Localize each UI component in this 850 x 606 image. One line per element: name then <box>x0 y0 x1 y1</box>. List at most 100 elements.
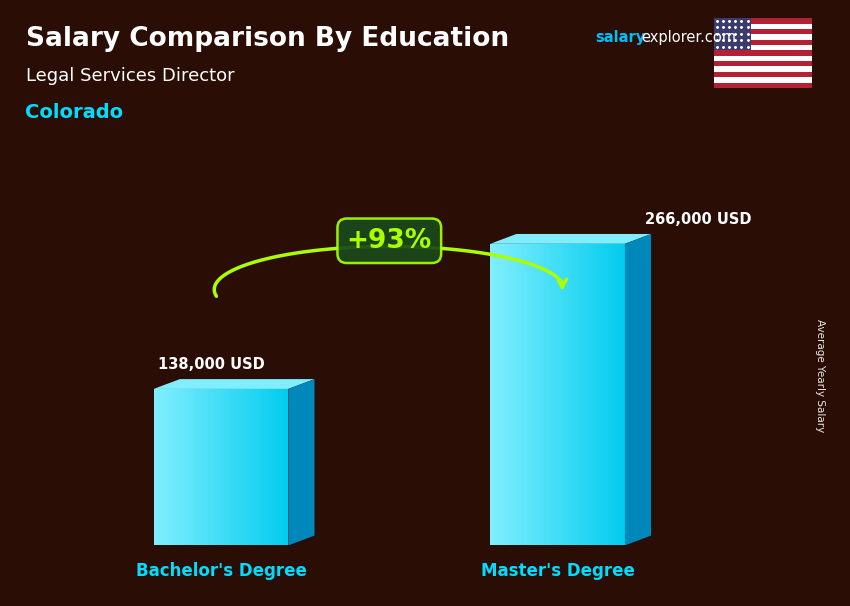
Text: Salary Comparison By Education: Salary Comparison By Education <box>26 27 508 52</box>
Bar <box>714 72 812 77</box>
Bar <box>161 389 164 545</box>
Bar <box>501 244 504 545</box>
Bar <box>255 389 258 545</box>
Bar <box>494 244 497 545</box>
Bar <box>497 244 501 545</box>
Bar <box>595 244 598 545</box>
Text: explorer.com: explorer.com <box>642 30 737 45</box>
Text: 138,000 USD: 138,000 USD <box>158 358 265 372</box>
Bar <box>714 35 812 39</box>
Bar <box>714 29 812 35</box>
Text: Legal Services Director: Legal Services Director <box>26 67 234 85</box>
Bar <box>264 389 268 545</box>
Bar <box>228 389 231 545</box>
Bar <box>558 244 561 545</box>
Bar <box>714 18 812 24</box>
Bar <box>615 244 618 545</box>
Bar <box>218 389 221 545</box>
Bar <box>714 67 812 72</box>
Bar <box>490 244 494 545</box>
Bar <box>171 389 174 545</box>
Bar <box>235 389 238 545</box>
Bar <box>285 389 288 545</box>
Bar <box>714 39 812 45</box>
Bar <box>604 244 608 545</box>
Bar <box>714 77 812 82</box>
Bar <box>231 389 235 545</box>
Bar <box>575 244 578 545</box>
Bar <box>221 389 224 545</box>
Bar <box>537 244 541 545</box>
Bar <box>187 389 190 545</box>
Text: 266,000 USD: 266,000 USD <box>644 212 751 227</box>
Bar <box>201 389 204 545</box>
Bar <box>511 244 514 545</box>
Bar <box>190 389 194 545</box>
Bar <box>252 389 255 545</box>
Bar <box>167 389 171 545</box>
Bar <box>245 389 248 545</box>
Bar <box>207 389 211 545</box>
Bar <box>534 244 537 545</box>
Bar <box>561 244 564 545</box>
Bar <box>714 45 812 50</box>
Text: Average Yearly Salary: Average Yearly Salary <box>815 319 825 432</box>
Text: salary: salary <box>595 30 645 45</box>
Bar <box>541 244 544 545</box>
Bar <box>714 18 751 50</box>
Bar <box>578 244 581 545</box>
Bar <box>621 244 625 545</box>
Bar <box>154 389 157 545</box>
Bar <box>714 50 812 56</box>
Bar <box>178 389 180 545</box>
Bar <box>524 244 527 545</box>
Bar <box>211 389 214 545</box>
Bar <box>262 389 264 545</box>
Bar <box>271 389 275 545</box>
Polygon shape <box>625 234 651 545</box>
Bar <box>544 244 547 545</box>
Text: +93%: +93% <box>347 228 432 254</box>
Bar <box>581 244 585 545</box>
Bar <box>547 244 551 545</box>
Bar <box>224 389 228 545</box>
Bar <box>714 82 812 88</box>
Bar <box>551 244 554 545</box>
Bar <box>588 244 592 545</box>
Bar <box>281 389 285 545</box>
Bar <box>585 244 588 545</box>
Bar <box>554 244 558 545</box>
Bar <box>238 389 241 545</box>
Text: Colorado: Colorado <box>26 102 123 122</box>
Bar <box>571 244 575 545</box>
Bar <box>601 244 604 545</box>
Bar <box>714 24 812 29</box>
Bar <box>611 244 615 545</box>
Bar <box>564 244 568 545</box>
Bar <box>180 389 184 545</box>
Polygon shape <box>490 234 651 244</box>
Bar <box>278 389 281 545</box>
Polygon shape <box>154 379 314 389</box>
Bar <box>258 389 262 545</box>
Bar <box>514 244 517 545</box>
Polygon shape <box>288 379 314 545</box>
Bar <box>197 389 201 545</box>
Bar <box>608 244 611 545</box>
Bar <box>517 244 520 545</box>
Bar <box>204 389 207 545</box>
Bar <box>214 389 218 545</box>
Bar <box>275 389 278 545</box>
Bar <box>157 389 161 545</box>
Bar <box>568 244 571 545</box>
Bar <box>530 244 534 545</box>
Bar <box>507 244 511 545</box>
Bar <box>592 244 595 545</box>
Bar <box>184 389 187 545</box>
Bar <box>504 244 507 545</box>
Bar <box>241 389 245 545</box>
Bar <box>714 61 812 67</box>
Bar <box>164 389 167 545</box>
Bar <box>520 244 524 545</box>
Bar <box>174 389 178 545</box>
